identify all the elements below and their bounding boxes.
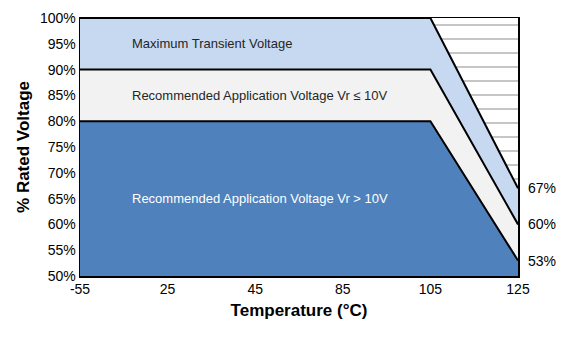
svg-text:95%: 95% bbox=[48, 36, 76, 52]
svg-text:85%: 85% bbox=[48, 87, 76, 103]
svg-text:90%: 90% bbox=[48, 62, 76, 78]
svg-text:60%: 60% bbox=[528, 216, 556, 232]
svg-text:53%: 53% bbox=[528, 253, 556, 269]
svg-text:67%: 67% bbox=[528, 180, 556, 196]
svg-text:50%: 50% bbox=[48, 268, 76, 284]
svg-text:80%: 80% bbox=[48, 113, 76, 129]
svg-text:85: 85 bbox=[335, 281, 351, 297]
svg-text:125: 125 bbox=[506, 281, 530, 297]
svg-text:Maximum Transient Voltage: Maximum Transient Voltage bbox=[132, 36, 292, 51]
svg-text:65%: 65% bbox=[48, 191, 76, 207]
svg-text:Temperature (°C): Temperature (°C) bbox=[231, 301, 368, 320]
svg-text:70%: 70% bbox=[48, 165, 76, 181]
svg-text:100%: 100% bbox=[40, 10, 76, 26]
svg-text:45: 45 bbox=[247, 281, 263, 297]
svg-text:75%: 75% bbox=[48, 139, 76, 155]
svg-text:105: 105 bbox=[419, 281, 443, 297]
svg-text:Recommended Application Voltag: Recommended Application Voltage Vr ≤ 10V bbox=[132, 88, 388, 103]
svg-text:Recommended Application Voltag: Recommended Application Voltage Vr > 10V bbox=[132, 191, 388, 206]
svg-text:55%: 55% bbox=[48, 242, 76, 258]
svg-text:% Rated Voltage: % Rated Voltage bbox=[14, 81, 33, 213]
svg-text:60%: 60% bbox=[48, 216, 76, 232]
svg-text:25: 25 bbox=[160, 281, 176, 297]
svg-text:-55: -55 bbox=[70, 281, 90, 297]
